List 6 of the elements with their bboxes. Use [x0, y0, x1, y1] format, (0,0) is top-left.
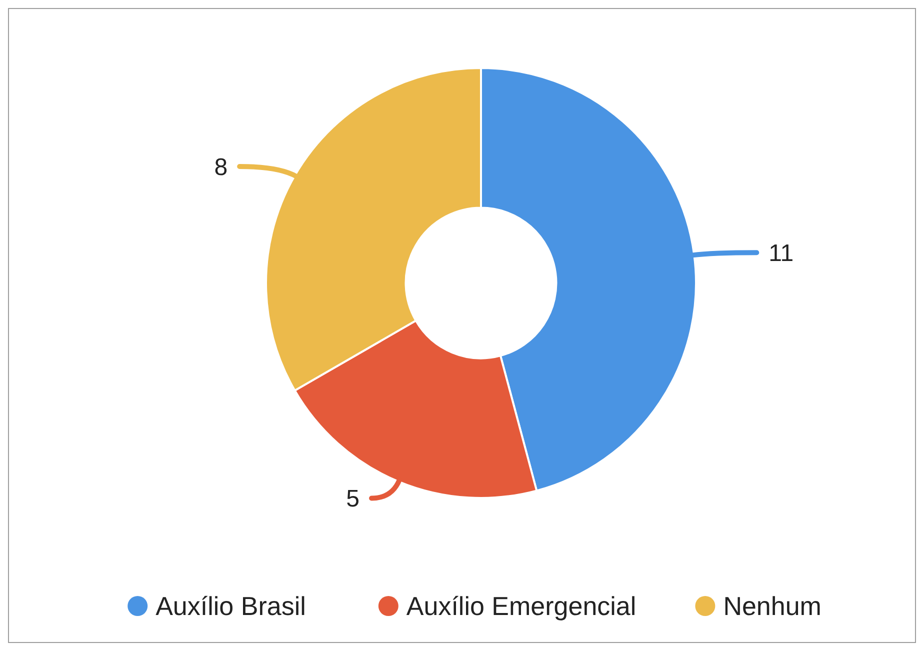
legend-label: Auxílio Emergencial: [406, 591, 636, 622]
legend-label: Auxílio Brasil: [156, 591, 306, 622]
data-label: 11: [768, 240, 794, 267]
data-label: 5: [346, 486, 360, 513]
legend-label: Nenhum: [723, 591, 822, 622]
data-label: 8: [214, 154, 228, 181]
